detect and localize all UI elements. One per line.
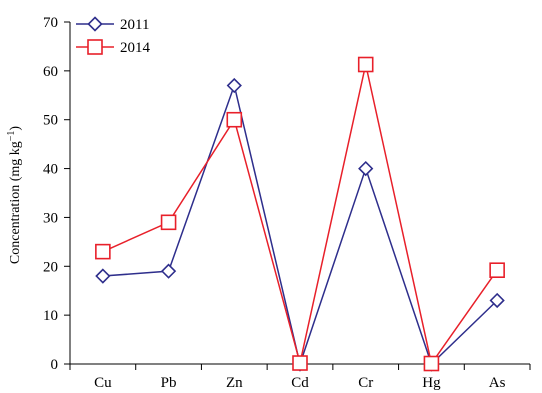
data-point-2014-Cd [292,355,308,371]
y-tick-label: 10 [43,308,58,324]
y-tick-label: 70 [43,15,58,31]
legend-marker [87,39,103,55]
x-tick-label: Zn [226,375,243,391]
legend: 2011 2014 [76,16,151,56]
data-point-2011-Zn [226,77,242,94]
data-point-2011-As [489,292,505,309]
y-tick-label: 30 [43,210,58,226]
data-point-2014-Zn [226,111,243,128]
y-tick-label: 0 [51,357,59,373]
y-tick-label: 50 [43,113,58,129]
legend-entry-2014: 2014 [76,39,151,56]
data-point-2011-Cr [358,160,374,177]
series-layer [95,56,505,372]
data-point-2014-Pb [160,214,177,231]
y-tick-label: 60 [43,64,58,80]
x-tick-label: Cr [358,375,373,391]
data-point-2014-Cu [95,243,111,260]
x-tick-label: As [489,375,506,391]
data-point-2014-Hg [423,355,440,372]
x-tick-label: Cd [291,375,309,391]
y-axis-label: Concentration (mg kg−1) [6,126,23,265]
y-axis-label-superscript: −1 [6,131,17,142]
legend-label: 2014 [120,40,151,56]
series-2014 [95,56,505,372]
x-tick-label: Pb [161,375,177,391]
data-point-2011-Pb [160,263,177,279]
axes: 0 10 20 30 40 50 60 70 Cu Pb Zn Cd Cr Hg As [43,15,531,391]
y-tick-label: 20 [43,259,58,275]
legend-label: 2011 [120,17,149,33]
x-tick-label: Hg [422,375,441,391]
data-point-2014-Cr [357,56,374,73]
y-tick-label: 40 [43,162,58,178]
legend-marker [87,16,103,32]
series-2011 [95,77,505,372]
legend-entry-2011: 2011 [76,16,149,33]
series-line-2014 [102,64,498,366]
y-axis-label-close: ) [8,126,23,131]
x-tick-label: Cu [94,375,112,391]
data-point-2011-Cu [95,268,111,284]
data-point-2014-As [489,262,505,278]
y-axis-label-main: Concentration (mg kg [8,141,23,264]
